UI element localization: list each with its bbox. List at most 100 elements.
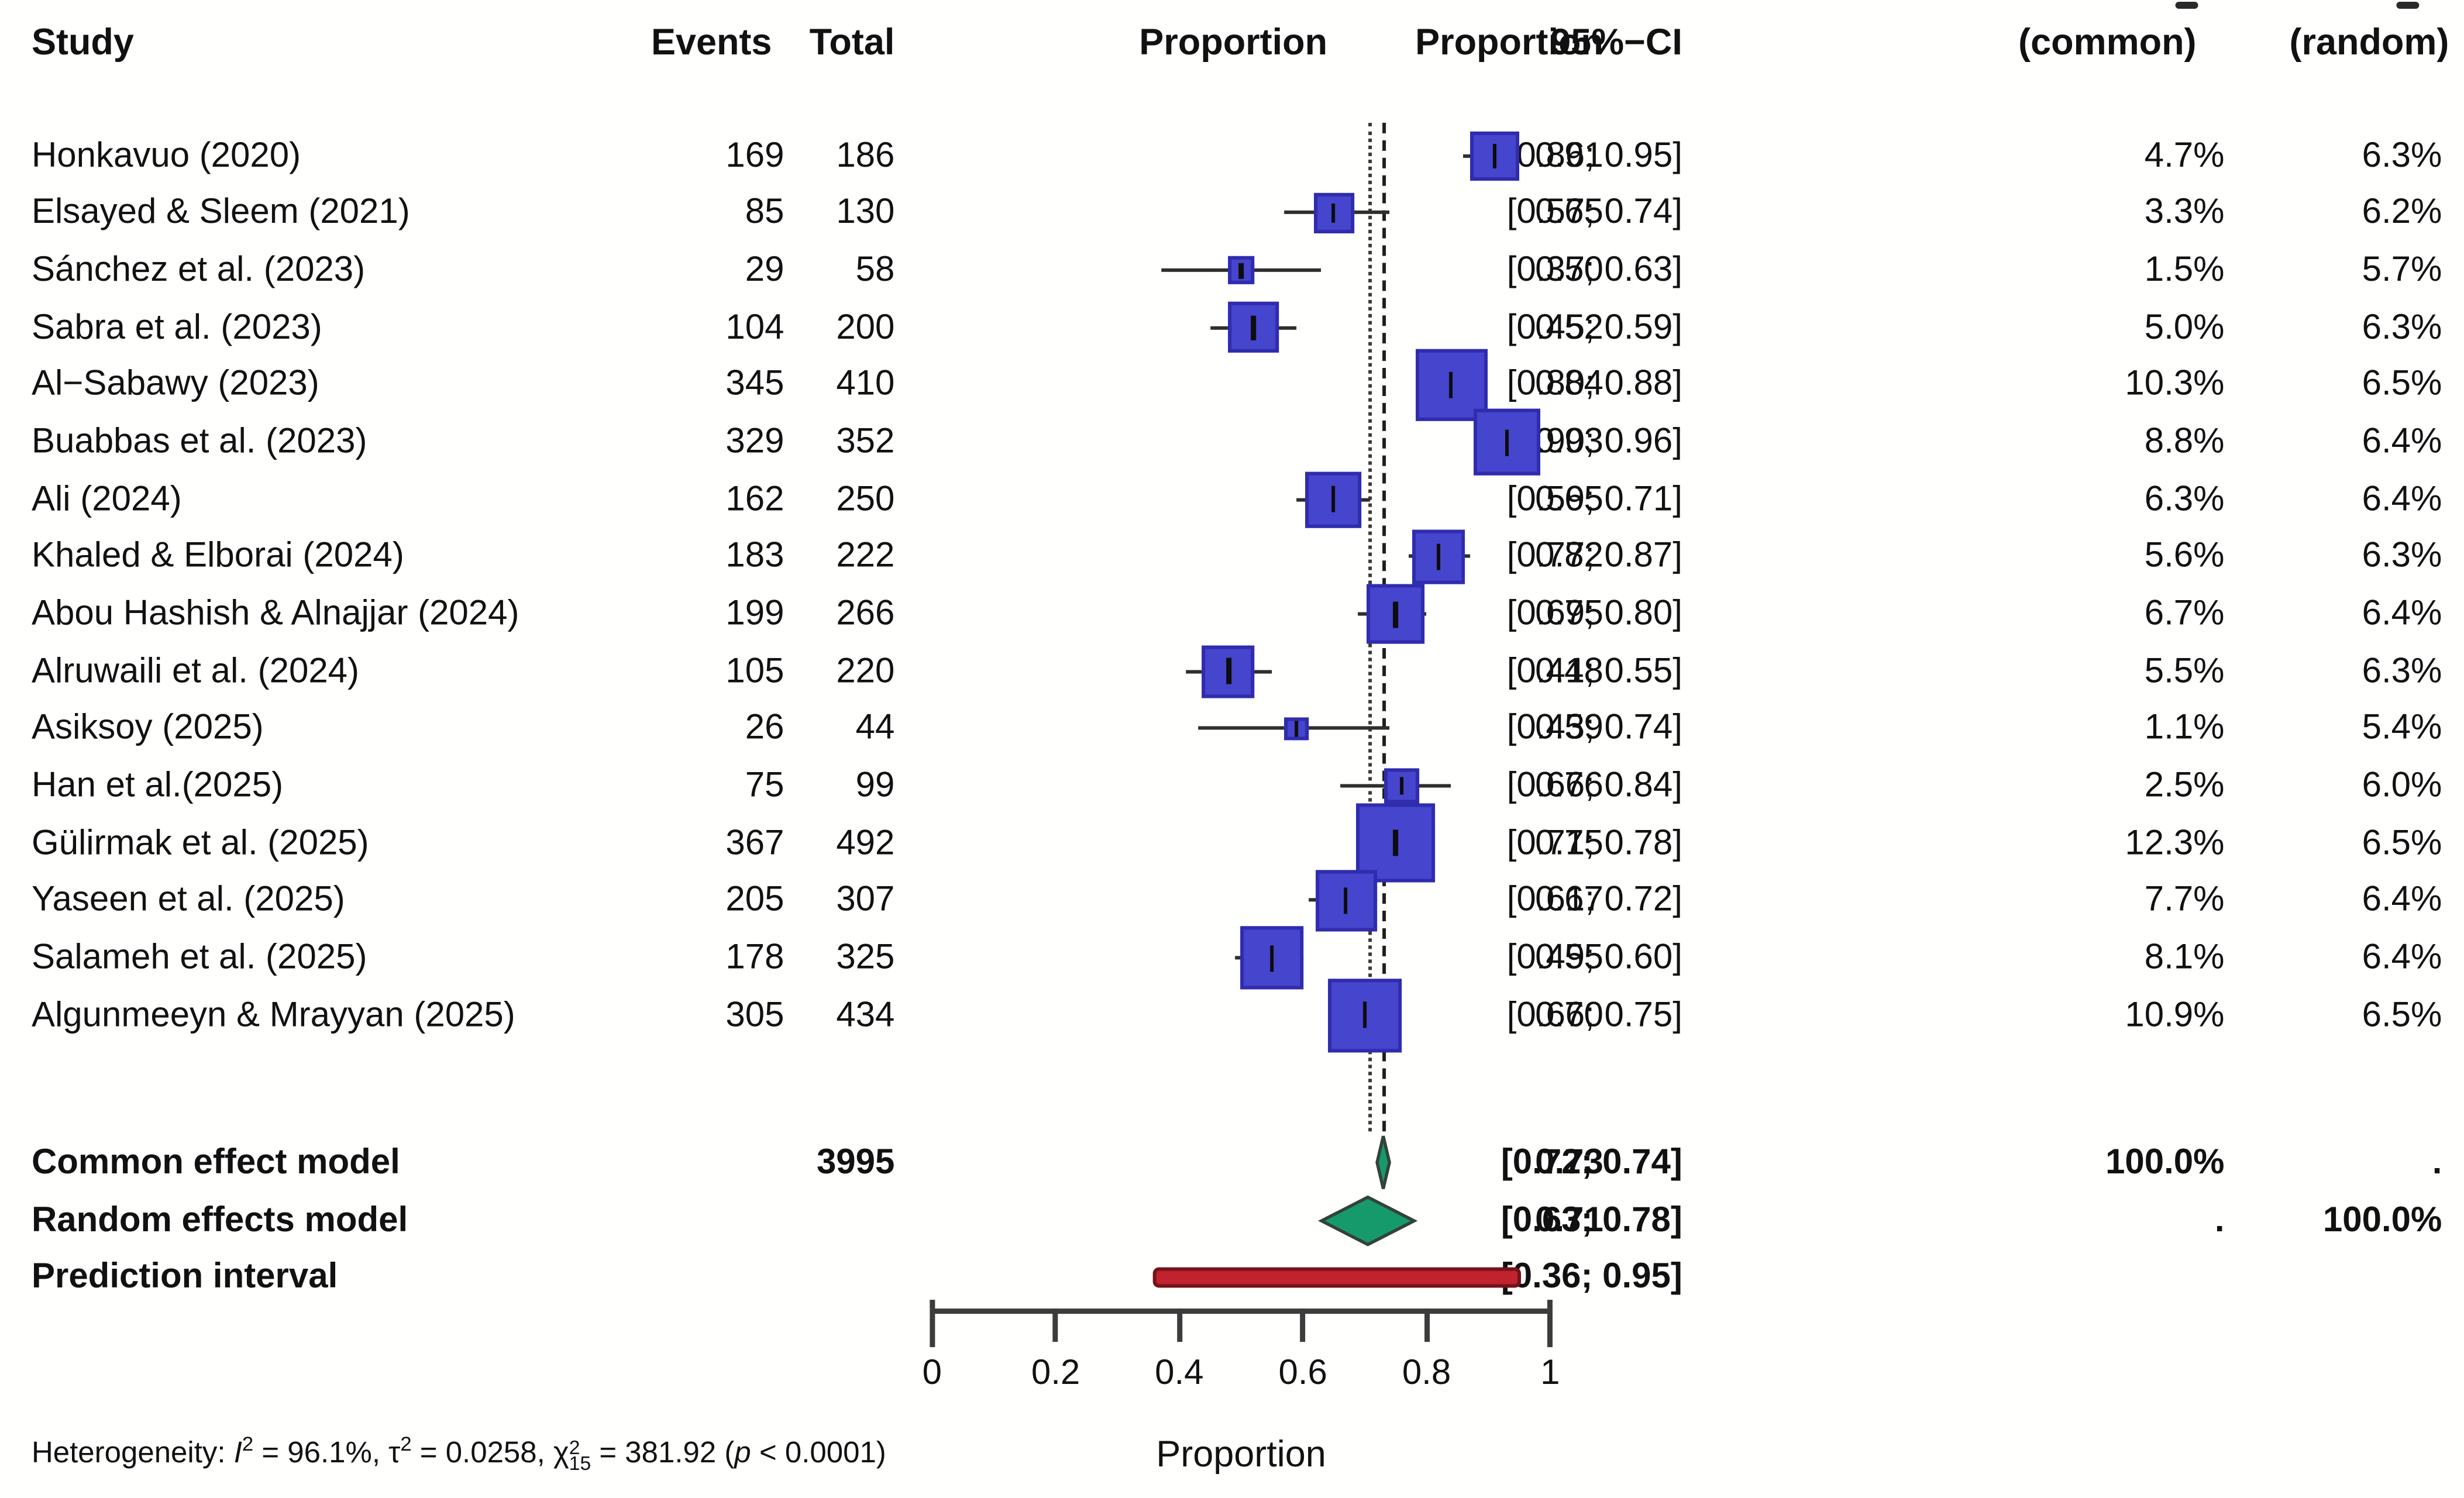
study-proportion: 0.75 <box>1535 824 1603 863</box>
study-total: 250 <box>836 480 895 519</box>
study-proportion: 0.65 <box>1535 480 1603 519</box>
study-label: Asiksoy (2025) <box>31 709 264 748</box>
study-total: 186 <box>836 136 895 175</box>
study-ci: [0.71; 0.78] <box>1506 824 1682 863</box>
study-total: 220 <box>836 652 895 691</box>
study-label: Yaseen et al. (2025) <box>31 881 345 920</box>
x-axis-end-nub <box>929 1300 935 1309</box>
x-axis-tick-label: 0.2 <box>1031 1354 1080 1393</box>
x-axis-tick <box>1300 1308 1306 1342</box>
x-axis-tick <box>1053 1308 1059 1342</box>
x-axis-tick-label: 0.6 <box>1278 1354 1327 1393</box>
study-label: Algunmeeyn & Mrayyan (2025) <box>31 996 515 1035</box>
study-label: Honkavuo (2020) <box>31 136 301 175</box>
study-w_random: 6.4% <box>2362 480 2442 519</box>
summary-w_random: 100.0% <box>2322 1201 2442 1241</box>
study-total: 325 <box>836 938 895 977</box>
study-proportion: 0.59 <box>1535 709 1603 748</box>
study-total: 222 <box>836 537 895 576</box>
study-label: Sabra et al. (2023) <box>31 308 322 347</box>
study-events: 75 <box>745 766 784 805</box>
study-label: Salameh et al. (2025) <box>31 938 367 977</box>
study-w_random: 6.3% <box>2362 652 2442 691</box>
study-proportion: 0.75 <box>1535 594 1603 633</box>
column-header-events: Events <box>651 22 772 63</box>
study-w_random: 6.5% <box>2362 824 2442 863</box>
study-events: 367 <box>725 824 784 863</box>
effect-centre-tick <box>1331 486 1336 513</box>
study-ci: [0.66; 0.75] <box>1506 996 1682 1035</box>
summary-label: Random effects model <box>31 1201 408 1241</box>
study-proportion: 0.65 <box>1535 193 1603 232</box>
study-label: Buabbas et al. (2023) <box>31 422 367 462</box>
study-proportion: 0.70 <box>1535 996 1603 1035</box>
study-w_random: 6.3% <box>2362 537 2442 576</box>
x-axis-title: Proportion <box>1156 1435 1326 1476</box>
effect-centre-tick <box>1239 262 1243 278</box>
x-axis-end-nub <box>1547 1300 1553 1309</box>
study-label: Alruwaili et al. (2024) <box>31 652 360 691</box>
study-ci: [0.86; 0.95] <box>1506 136 1682 175</box>
study-total: 434 <box>836 996 895 1035</box>
study-w_random: 6.4% <box>2362 938 2442 977</box>
study-total: 44 <box>855 709 895 748</box>
summary-ci: [0.72; 0.74] <box>1501 1143 1682 1182</box>
study-total: 130 <box>836 193 895 232</box>
study-w_common: 8.1% <box>2144 938 2225 977</box>
study-proportion: 0.67 <box>1535 881 1603 920</box>
x-axis-tick-label: 0 <box>922 1354 942 1393</box>
study-label: Al−Sabawy (2023) <box>31 365 319 404</box>
effect-centre-tick <box>1362 1001 1367 1028</box>
summary-proportion: 0.73 <box>1535 1143 1603 1182</box>
clipped-weight-label-mark <box>2396 1 2420 9</box>
study-w_random: 6.4% <box>2362 422 2442 462</box>
study-label: Han et al.(2025) <box>31 766 284 805</box>
study-ci: [0.66; 0.84] <box>1506 766 1682 805</box>
study-ci: [0.45; 0.59] <box>1506 308 1682 347</box>
study-events: 345 <box>725 365 784 404</box>
study-w_random: 6.2% <box>2362 193 2442 232</box>
study-ci: [0.77; 0.87] <box>1506 537 1682 576</box>
column-header-weight-random: (random) <box>2289 22 2449 63</box>
study-events: 105 <box>725 652 784 691</box>
study-ci: [0.59; 0.71] <box>1506 480 1682 519</box>
summary-ci: [0.63; 0.78] <box>1501 1201 1682 1241</box>
study-w_common: 1.5% <box>2144 250 2225 290</box>
effect-centre-tick <box>1227 658 1231 685</box>
study-ci: [0.61; 0.72] <box>1506 881 1682 920</box>
study-w_common: 12.3% <box>2125 824 2225 863</box>
study-events: 199 <box>725 594 784 633</box>
study-label: Ali (2024) <box>31 480 182 519</box>
study-w_random: 6.0% <box>2362 766 2442 805</box>
effect-centre-tick <box>1492 143 1497 168</box>
effect-centre-tick <box>1505 429 1509 456</box>
study-w_random: 6.3% <box>2362 136 2442 175</box>
column-header-proportion: Proportion <box>1415 22 1603 63</box>
study-w_common: 10.9% <box>2125 996 2225 1035</box>
x-axis-tick <box>1176 1308 1182 1342</box>
study-proportion: 0.84 <box>1535 365 1603 404</box>
study-proportion: 0.48 <box>1535 652 1603 691</box>
effect-centre-tick <box>1270 944 1274 971</box>
summary-diamond <box>1317 1195 1418 1246</box>
effect-centre-tick <box>1393 830 1398 857</box>
study-ci: [0.57; 0.74] <box>1506 193 1682 232</box>
study-ci: [0.43; 0.74] <box>1506 709 1682 748</box>
study-events: 85 <box>745 193 784 232</box>
study-events: 178 <box>725 938 784 977</box>
x-axis-tick-label: 0.4 <box>1155 1354 1204 1393</box>
study-proportion: 0.82 <box>1535 537 1603 576</box>
x-axis-tick <box>1547 1308 1553 1348</box>
summary-w_common: . <box>2214 1201 2225 1241</box>
column-header-ci: 95%−CI <box>1550 22 1682 63</box>
clipped-weight-label-mark <box>2175 1 2198 9</box>
effect-centre-tick <box>1331 202 1336 223</box>
summary-proportion: 0.71 <box>1535 1201 1603 1241</box>
study-events: 169 <box>725 136 784 175</box>
study-w_random: 6.4% <box>2362 594 2442 633</box>
heterogeneity-note: Heterogeneity: I2 = 96.1%, τ2 = 0.0258, … <box>31 1435 886 1476</box>
study-total: 352 <box>836 422 895 462</box>
study-w_random: 6.5% <box>2362 365 2442 404</box>
study-total: 266 <box>836 594 895 633</box>
